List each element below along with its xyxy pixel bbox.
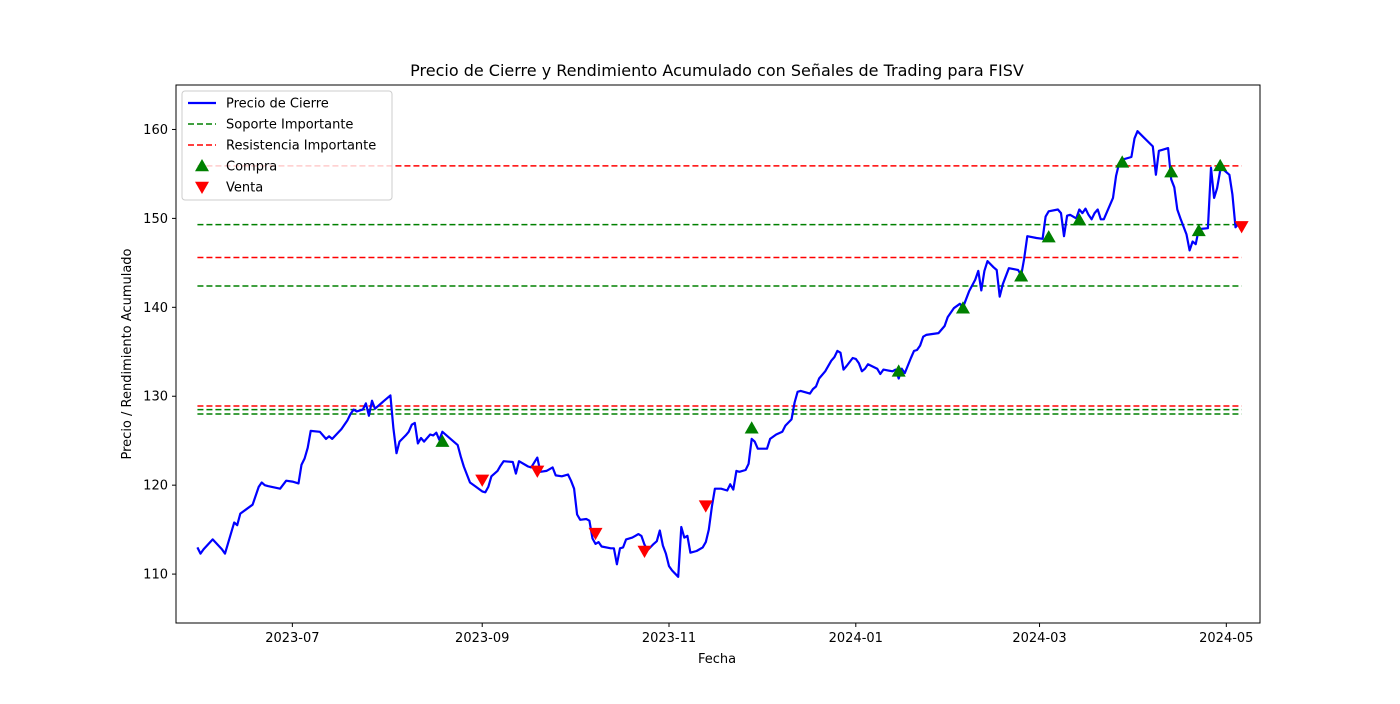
legend-label-1: Soporte Importante [226, 118, 353, 133]
x-tick-label-1: 2023-09 [455, 631, 509, 646]
legend-label-2: Resistencia Importante [226, 139, 376, 154]
buy-marker-3 [955, 301, 970, 314]
sell-marker-3 [637, 545, 652, 558]
buy-marker-6 [1072, 213, 1087, 226]
legend-label-3: Compra [226, 160, 277, 175]
buy-marker-7 [1115, 155, 1130, 168]
sell-marker-4 [698, 500, 713, 513]
buy-marker-10 [1213, 158, 1228, 172]
buy-marker-1 [744, 421, 759, 434]
y-tick-label-2: 130 [143, 390, 168, 405]
x-axis-label: Fecha [698, 652, 736, 667]
y-axis: 110 120 130 140 150 160 [143, 123, 176, 583]
y-tick-label-5: 160 [143, 123, 168, 138]
buy-marker-0 [435, 434, 450, 447]
buy-marker-8 [1164, 165, 1179, 178]
sell-marker-1 [530, 465, 545, 478]
x-tick-label-3: 2024-01 [829, 631, 883, 646]
plot-frame [175, 84, 1261, 624]
sell-marker-5 [1234, 221, 1249, 234]
sell-marker-0 [475, 474, 490, 487]
series-line-0 [196, 130, 1242, 578]
y-tick-label-1: 120 [143, 479, 168, 494]
x-tick-label-4: 2024-03 [1012, 631, 1066, 646]
buy-marker-2 [891, 364, 906, 377]
legend-handle-3 [195, 159, 209, 172]
y-axis-label: Precio / Rendimiento Acumulado [120, 248, 135, 459]
legend-label-4: Venta [226, 181, 263, 196]
x-tick-label-5: 2024-05 [1199, 631, 1253, 646]
legend-box [181, 90, 393, 201]
buy-marker-5 [1041, 230, 1056, 243]
y-tick-label-0: 110 [143, 568, 168, 583]
buy-marker-9 [1191, 223, 1206, 237]
legend-handle-4 [195, 181, 209, 194]
x-tick-label-2: 2023-11 [642, 631, 696, 646]
legend: Precio de Cierre Soporte Importante Resist… [181, 90, 393, 201]
y-tick-label-4: 150 [143, 212, 168, 227]
legend-label-0: Precio de Cierre [226, 97, 329, 112]
x-axis: 2023-07 2023-09 2023-11 2024-01 2024-03 2024-… [265, 623, 1253, 646]
chart-title: Precio de Cierre y Rendimiento Acumulado… [410, 61, 1024, 80]
plot-area [196, 130, 1249, 578]
x-tick-label-0: 2023-07 [265, 631, 319, 646]
y-tick-label-3: 140 [143, 301, 168, 316]
sell-marker-2 [588, 527, 603, 541]
buy-marker-4 [1014, 269, 1029, 282]
